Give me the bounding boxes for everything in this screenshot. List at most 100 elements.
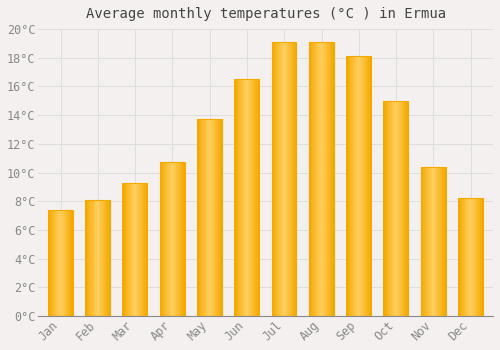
Bar [402,101,404,316]
Bar [364,56,366,316]
Bar [323,42,324,316]
Bar [474,198,475,316]
Bar [50,210,51,316]
Bar [48,210,50,316]
Bar [346,56,348,316]
Bar [353,56,354,316]
Bar [198,119,199,316]
Bar [351,56,352,316]
Bar [422,167,446,316]
Bar [272,42,274,316]
Bar [424,167,425,316]
Bar [91,200,92,316]
Bar [426,167,427,316]
Bar [63,210,64,316]
Bar [312,42,314,316]
Bar [254,79,256,316]
Bar [432,167,433,316]
Bar [429,167,430,316]
Bar [276,42,278,316]
Bar [169,162,170,316]
Bar [364,56,365,316]
Bar [98,200,100,316]
Bar [235,79,259,316]
Bar [163,162,164,316]
Bar [288,42,290,316]
Bar [176,162,178,316]
Bar [459,198,460,316]
Bar [136,183,137,316]
Bar [368,56,370,316]
Bar [280,42,282,316]
Bar [290,42,291,316]
Bar [251,79,252,316]
Bar [178,162,180,316]
Bar [247,79,248,316]
Bar [462,198,464,316]
Bar [296,42,297,316]
Bar [440,167,441,316]
Bar [354,56,355,316]
Bar [332,42,334,316]
Bar [479,198,480,316]
Bar [469,198,470,316]
Bar [346,56,371,316]
Bar [328,42,330,316]
Bar [333,42,334,316]
Bar [348,56,349,316]
Bar [316,42,318,316]
Bar [314,42,316,316]
Bar [217,119,218,316]
Bar [255,79,256,316]
Bar [362,56,363,316]
Bar [160,162,162,316]
Bar [216,119,218,316]
Bar [124,183,126,316]
Bar [136,183,138,316]
Bar [406,101,407,316]
Bar [208,119,210,316]
Bar [202,119,203,316]
Bar [404,101,406,316]
Bar [126,183,128,316]
Bar [236,79,237,316]
Bar [366,56,368,316]
Bar [352,56,353,316]
Bar [67,210,68,316]
Bar [92,200,94,316]
Bar [170,162,172,316]
Bar [100,200,102,316]
Bar [440,167,442,316]
Bar [160,162,184,316]
Bar [206,119,208,316]
Bar [317,42,318,316]
Bar [428,167,430,316]
Bar [198,119,222,316]
Bar [470,198,471,316]
Bar [96,200,97,316]
Bar [72,210,74,316]
Bar [234,79,236,316]
Bar [141,183,142,316]
Bar [64,210,65,316]
Bar [282,42,284,316]
Bar [146,183,147,316]
Bar [176,162,177,316]
Bar [272,42,296,316]
Bar [478,198,479,316]
Bar [237,79,238,316]
Bar [279,42,280,316]
Bar [356,56,358,316]
Bar [405,101,406,316]
Bar [204,119,206,316]
Bar [400,101,402,316]
Bar [250,79,252,316]
Bar [92,200,93,316]
Bar [275,42,276,316]
Bar [358,56,359,316]
Bar [357,56,358,316]
Bar [477,198,478,316]
Bar [167,162,168,316]
Bar [285,42,286,316]
Bar [398,101,399,316]
